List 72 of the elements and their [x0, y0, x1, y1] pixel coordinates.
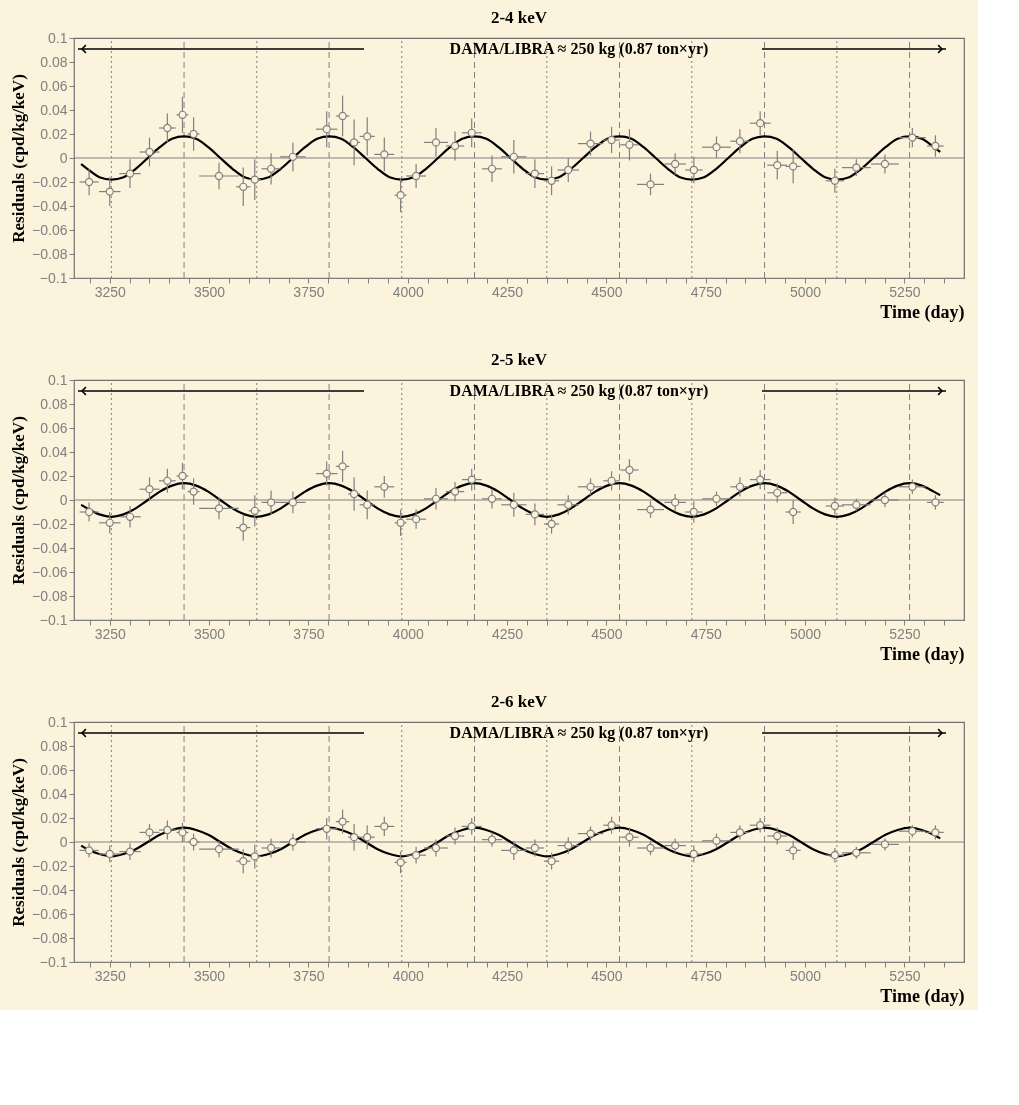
- y-tick-label: 0.02: [40, 809, 68, 826]
- chart-title: 2-4 keV: [490, 8, 548, 27]
- y-axis-title: Residuals (cpd/kg/keV): [9, 74, 29, 243]
- x-tick-label: 5250: [889, 625, 921, 642]
- x-tick-label: 5250: [889, 967, 921, 984]
- y-tick-label: −0.08: [32, 245, 68, 262]
- annotation: DAMA/LIBRA ≈ 250 kg (0.87 ton×yr): [449, 40, 709, 58]
- x-tick-label: 4250: [492, 625, 524, 642]
- y-tick-label: 0.08: [40, 737, 68, 754]
- y-tick-label: −0.1: [39, 269, 68, 286]
- x-tick-label: 4750: [690, 283, 723, 300]
- y-tick-label: −0.04: [32, 197, 68, 214]
- x-tick-label: 3500: [194, 967, 226, 984]
- chart-title: 2-5 keV: [490, 350, 548, 369]
- x-tick-label: 3500: [194, 625, 226, 642]
- x-tick-label: 3250: [94, 625, 127, 642]
- x-tick-label: 4750: [690, 625, 723, 642]
- y-tick-label: 0.1: [48, 29, 68, 46]
- y-tick-label: 0: [59, 491, 68, 508]
- y-tick-label: 0.1: [48, 371, 68, 388]
- y-tick-label: −0.1: [39, 611, 68, 628]
- y-tick-label: −0.08: [32, 587, 68, 604]
- y-tick-label: −0.02: [32, 173, 68, 190]
- y-axis-title: Residuals (cpd/kg/keV): [9, 758, 29, 927]
- x-tick-label: 4250: [492, 967, 524, 984]
- x-tick-label: 5000: [789, 967, 822, 984]
- x-tick-label: 4000: [392, 625, 425, 642]
- y-tick-label: −0.02: [32, 515, 68, 532]
- y-tick-label: −0.06: [32, 905, 68, 922]
- y-tick-label: 0.02: [40, 125, 68, 142]
- y-tick-label: 0.04: [40, 101, 68, 118]
- y-tick-label: 0.08: [40, 53, 68, 70]
- y-tick-label: 0.08: [40, 395, 68, 412]
- x-tick-label: 4750: [690, 967, 723, 984]
- y-tick-label: −0.04: [32, 881, 68, 898]
- x-tick-label: 3750: [293, 625, 325, 642]
- x-tick-label: 3500: [194, 283, 226, 300]
- y-tick-label: 0: [59, 833, 68, 850]
- x-tick-label: 4000: [392, 283, 425, 300]
- y-tick-label: 0.06: [40, 77, 68, 94]
- x-tick-label: 5000: [789, 625, 822, 642]
- y-tick-label: −0.04: [32, 539, 68, 556]
- x-tick-label: 4500: [591, 967, 623, 984]
- x-tick-label: 4500: [591, 625, 623, 642]
- x-tick-label: 3750: [293, 283, 325, 300]
- x-tick-label: 4000: [392, 967, 425, 984]
- y-tick-label: −0.02: [32, 857, 68, 874]
- chart-title: 2-6 keV: [490, 692, 548, 711]
- y-tick-label: 0.06: [40, 761, 68, 778]
- x-tick-label: 5250: [889, 283, 921, 300]
- y-tick-label: −0.06: [32, 563, 68, 580]
- x-axis-title: Time (day): [880, 643, 965, 665]
- y-tick-label: 0.02: [40, 467, 68, 484]
- x-axis-title: Time (day): [880, 301, 965, 323]
- y-tick-label: −0.08: [32, 929, 68, 946]
- x-tick-label: 5000: [789, 283, 822, 300]
- y-axis-title: Residuals (cpd/kg/keV): [9, 416, 29, 585]
- y-tick-label: 0.04: [40, 785, 68, 802]
- x-tick-label: 4500: [591, 283, 623, 300]
- x-tick-label: 3250: [94, 967, 127, 984]
- x-tick-label: 3250: [94, 283, 127, 300]
- y-tick-label: 0: [59, 149, 68, 166]
- y-tick-label: 0.1: [48, 713, 68, 730]
- y-tick-label: −0.06: [32, 221, 68, 238]
- y-tick-label: 0.04: [40, 443, 68, 460]
- annotation: DAMA/LIBRA ≈ 250 kg (0.87 ton×yr): [449, 382, 709, 400]
- annotation: DAMA/LIBRA ≈ 250 kg (0.87 ton×yr): [449, 724, 709, 742]
- x-axis-title: Time (day): [880, 985, 965, 1007]
- y-tick-label: 0.06: [40, 419, 68, 436]
- x-tick-label: 3750: [293, 967, 325, 984]
- y-tick-label: −0.1: [39, 953, 68, 970]
- x-tick-label: 4250: [492, 283, 524, 300]
